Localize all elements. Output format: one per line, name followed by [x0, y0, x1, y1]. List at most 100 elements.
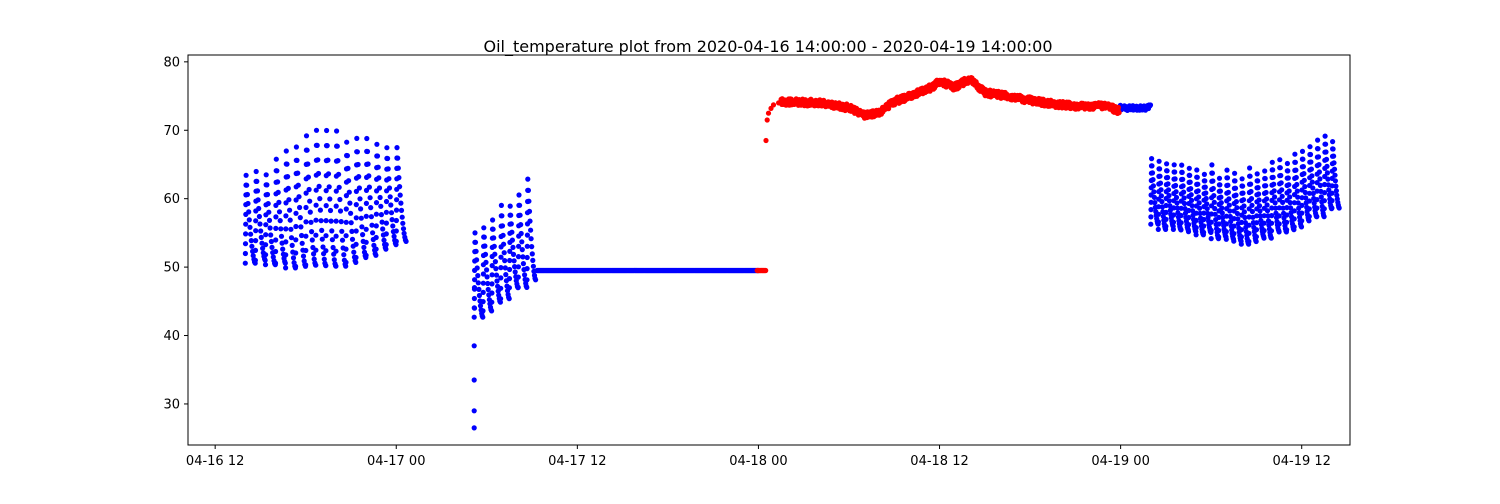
data-point	[283, 148, 289, 154]
data-point	[530, 257, 536, 263]
data-point	[503, 272, 509, 278]
data-point	[480, 314, 486, 320]
data-point	[1148, 207, 1154, 213]
data-point	[1224, 175, 1231, 181]
data-point	[254, 188, 261, 194]
data-point	[257, 221, 263, 227]
data-point	[529, 244, 535, 250]
data-point	[388, 210, 395, 216]
data-point	[242, 260, 248, 266]
data-point	[1323, 141, 1329, 147]
data-point	[1271, 181, 1277, 187]
data-point	[327, 207, 334, 214]
data-point	[472, 230, 478, 236]
data-point	[1189, 203, 1195, 209]
data-point	[507, 266, 513, 273]
data-point	[1158, 187, 1164, 193]
data-point	[1246, 214, 1252, 220]
data-point	[267, 225, 273, 231]
data-point	[1272, 200, 1278, 206]
data-point	[490, 217, 496, 223]
data-point	[1323, 156, 1330, 162]
data-point	[338, 219, 344, 225]
data-point	[265, 201, 271, 207]
data-point	[330, 244, 336, 251]
data-point	[527, 218, 533, 224]
data-point	[303, 262, 309, 268]
data-point	[1255, 178, 1261, 184]
data-point	[1208, 211, 1214, 217]
data-point	[309, 229, 315, 235]
data-point	[248, 238, 254, 244]
data-point	[1280, 205, 1286, 211]
data-point	[1194, 174, 1200, 180]
data-point	[307, 198, 313, 204]
data-point	[395, 155, 401, 161]
data-point	[509, 237, 515, 243]
data-point	[1193, 232, 1199, 238]
data-point	[396, 175, 402, 181]
data-point	[1179, 169, 1185, 175]
data-point	[323, 203, 329, 209]
data-point	[393, 217, 399, 224]
data-point	[380, 226, 386, 232]
data-point	[283, 213, 289, 219]
data-point	[1155, 219, 1161, 225]
data-point	[1194, 167, 1200, 173]
data-point	[524, 284, 530, 290]
data-point	[1232, 185, 1239, 191]
data-point	[507, 248, 513, 254]
data-point	[493, 266, 499, 272]
data-point	[1187, 172, 1193, 178]
data-point	[358, 215, 364, 221]
data-point	[1172, 169, 1178, 175]
x-tick-label: 04-16 12	[186, 454, 244, 469]
data-point	[1216, 214, 1222, 220]
data-point	[258, 234, 264, 240]
data-point	[1331, 153, 1337, 159]
data-point	[293, 144, 299, 150]
data-point	[498, 202, 504, 208]
data-point	[1149, 163, 1155, 169]
data-point	[1322, 133, 1328, 139]
data-point	[526, 198, 532, 204]
data-point	[1173, 194, 1180, 201]
data-point	[483, 259, 489, 265]
plot-frame	[187, 54, 1351, 446]
data-point	[299, 232, 305, 239]
data-point	[1163, 209, 1169, 215]
data-point	[485, 280, 491, 287]
data-point	[1292, 151, 1298, 157]
data-point	[397, 192, 403, 198]
data-point	[295, 182, 301, 188]
data-point	[1314, 205, 1320, 211]
data-point	[348, 210, 354, 216]
data-point	[526, 208, 533, 214]
data-point	[480, 271, 486, 277]
data-point	[325, 157, 331, 163]
data-point	[375, 164, 381, 170]
data-point	[343, 206, 349, 212]
data-point	[293, 237, 299, 243]
data-point	[393, 207, 400, 213]
data-point	[383, 220, 389, 226]
data-point	[1253, 238, 1259, 245]
data-point	[293, 210, 299, 216]
data-point	[498, 285, 504, 291]
data-point	[1336, 205, 1342, 211]
data-point	[1248, 188, 1254, 195]
data-point	[1155, 211, 1162, 217]
data-point	[311, 256, 317, 262]
data-point	[366, 184, 372, 190]
data-point	[471, 314, 477, 320]
data-point	[383, 209, 389, 215]
data-point	[1307, 144, 1313, 150]
data-point	[1331, 160, 1337, 166]
data-point	[492, 259, 498, 265]
data-point	[1292, 159, 1298, 165]
data-point	[295, 170, 301, 176]
data-point	[353, 215, 359, 221]
data-point	[353, 188, 359, 194]
data-point	[1151, 194, 1157, 200]
data-point	[361, 244, 367, 250]
